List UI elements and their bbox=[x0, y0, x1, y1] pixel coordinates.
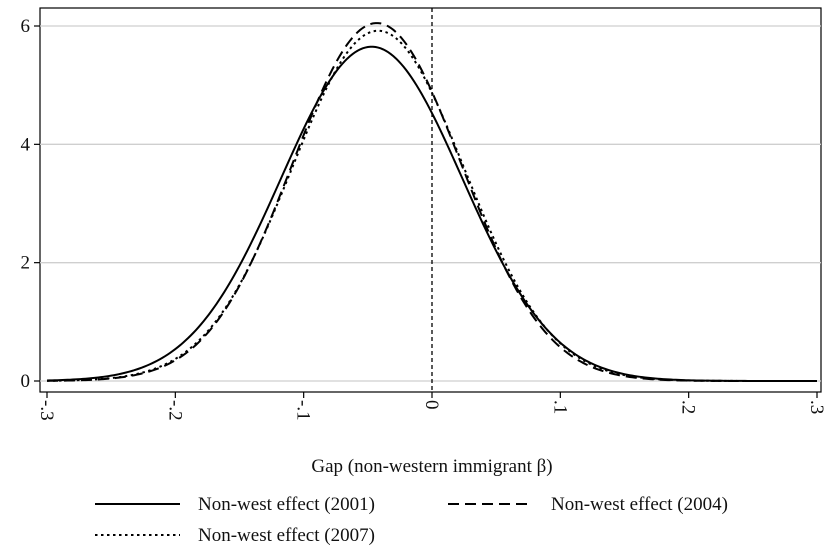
y-tick-label: 2 bbox=[21, 253, 31, 274]
series-line-2 bbox=[46, 22, 817, 382]
y-tick-label: 6 bbox=[21, 16, 31, 37]
legend-label: Non-west effect (2007) bbox=[198, 525, 375, 546]
x-tick-label: .3 bbox=[806, 400, 827, 414]
x-tick-label: 0 bbox=[421, 400, 442, 410]
x-tick-label: .2 bbox=[678, 400, 699, 414]
legend-label: Non-west effect (2004) bbox=[551, 494, 728, 515]
x-axis-ticks: -.3 -.2 -.1 0 .1 .2 .3 bbox=[36, 392, 827, 421]
y-tick-label: 4 bbox=[21, 134, 31, 155]
x-tick-label: -.1 bbox=[293, 400, 314, 421]
series-line-3 bbox=[46, 29, 817, 382]
x-axis-label: Gap (non-western immigrant β) bbox=[311, 456, 552, 477]
density-curves bbox=[46, 22, 817, 382]
x-tick-label: .1 bbox=[549, 400, 570, 414]
grid-lines bbox=[40, 25, 821, 382]
y-tick-label: 0 bbox=[21, 371, 31, 392]
x-tick-label: -.2 bbox=[164, 400, 185, 421]
legend-label: Non-west effect (2001) bbox=[198, 494, 375, 515]
y-axis-ticks: 0 2 4 6 bbox=[21, 16, 40, 392]
legend: Non-west effect (2001) Non-west effect (2… bbox=[95, 494, 728, 546]
x-tick-label: -.3 bbox=[36, 400, 57, 421]
plot-frame bbox=[39, 7, 822, 393]
